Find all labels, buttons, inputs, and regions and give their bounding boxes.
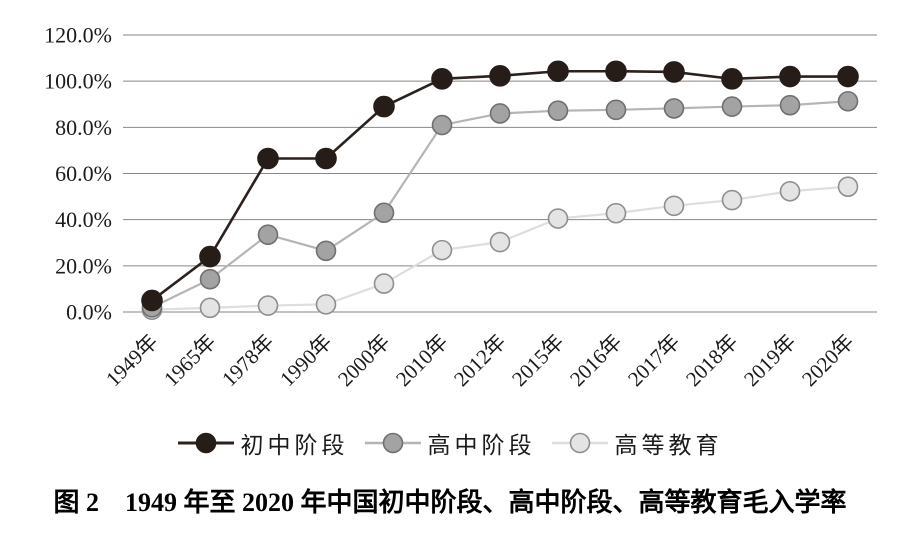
data-point-s1-4 [373,202,395,224]
data-point-s1-5 [431,114,453,136]
y-tick-label-40: 40.0% [55,207,112,232]
data-point-s2-8 [605,202,627,224]
data-point-s1-3 [315,240,337,262]
x-tick-label-7: 2015年 [507,330,569,392]
x-tick-label-0: 1949年 [101,330,163,392]
data-point-s0-5 [431,68,453,90]
data-point-s1-11 [779,94,801,116]
data-point-s1-8 [605,99,627,121]
data-point-s0-6 [489,65,511,87]
y-tick-label-0: 0.0% [66,300,112,325]
data-point-s1-2 [257,224,279,245]
y-tick-label-80: 80.0% [55,115,112,140]
x-tick-label-3: 1990年 [275,330,337,392]
data-point-s0-10 [721,68,743,90]
data-point-s1-6 [489,103,511,124]
y-tick-label-100: 100.0% [44,69,112,94]
data-point-s2-11 [779,180,801,202]
line-chart: 0.0% 20.0% 40.0% 60.0% 80.0% 100.0% 120.0% 1949… [44,23,877,392]
data-point-s2-9 [663,195,685,217]
data-point-s2-7 [547,208,569,229]
data-point-s2-6 [489,231,511,253]
data-point-s2-10 [721,189,743,211]
legend-item-senior-middle: 高中阶段 [364,426,536,460]
data-point-s2-4 [373,273,395,294]
x-tick-label-4: 2000年 [333,330,395,392]
data-point-s2-1 [199,297,221,319]
x-tick-label-9: 2017年 [623,330,685,392]
data-point-s1-10 [721,96,743,117]
x-tick-label-6: 2012年 [449,330,511,392]
data-point-s2-3 [315,294,337,315]
data-point-s0-0 [141,289,163,312]
chart-legend: 初中阶段 高中阶段 高等教育 [0,426,900,460]
data-point-s2-12 [837,176,859,197]
legend-item-higher-education: 高等教育 [551,426,723,460]
legend-marker-senior-middle-icon [364,432,421,454]
x-tick-label-5: 2010年 [391,330,453,392]
legend-marker-junior-middle-icon [177,432,234,454]
x-tick-label-12: 2020年 [797,330,859,392]
x-tick-label-2: 1978年 [217,330,279,392]
legend-label-junior-middle: 初中阶段 [240,433,349,458]
data-point-s0-12 [837,65,859,88]
data-point-s1-7 [547,100,569,122]
legend-item-junior-middle: 初中阶段 [177,426,349,460]
data-point-s0-11 [779,65,801,88]
legend-label-higher-education: 高等教育 [614,433,723,458]
x-tick-label-8: 2016年 [565,330,627,392]
data-point-s1-9 [663,98,685,119]
data-point-s0-8 [605,60,627,83]
y-tick-label-120: 120.0% [44,23,112,48]
x-tick-label-11: 2019年 [739,330,801,392]
data-point-s0-3 [315,147,337,170]
data-point-s0-9 [663,61,685,83]
series-line-1 [151,100,849,309]
data-point-s0-4 [373,95,395,118]
data-point-s2-5 [431,239,453,261]
x-tick-label-10: 2018年 [681,330,743,392]
data-point-s2-2 [257,295,279,316]
data-point-s1-1 [199,268,221,290]
legend-marker-higher-education-icon [551,432,608,454]
y-tick-label-60: 60.0% [55,161,112,186]
figure-caption: 图 2 1949 年至 2020 年中国初中阶段、高中阶段、高等教育毛入学率 [53,488,847,517]
legend-label-senior-middle: 高中阶段 [427,433,536,458]
y-tick-label-20: 20.0% [55,253,112,278]
data-point-s1-12 [837,90,859,112]
data-point-s0-2 [257,147,279,170]
x-tick-label-1: 1965年 [159,330,221,392]
data-point-s0-1 [199,245,221,268]
data-point-s0-7 [547,60,569,83]
